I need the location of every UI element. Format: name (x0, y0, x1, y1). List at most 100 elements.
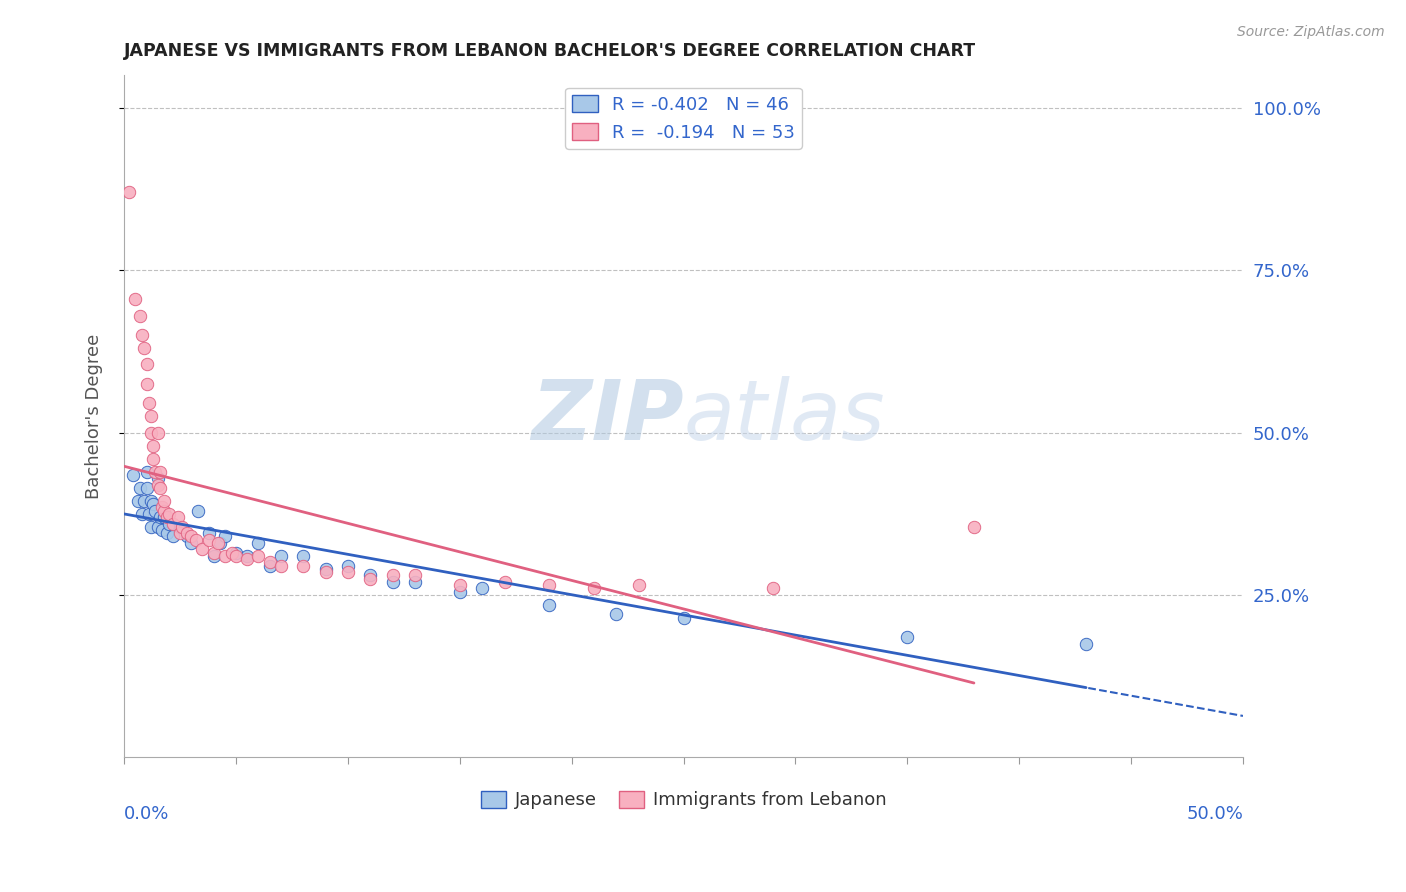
Point (315, 566, 337, 580)
Point (494, 574, 516, 589)
Point (157, 516, 180, 531)
Point (259, 558, 281, 573)
Point (449, 578, 471, 592)
Point (157, 507, 180, 521)
Point (138, 507, 160, 521)
Point (292, 549, 315, 563)
Text: atlas: atlas (683, 376, 886, 457)
Point (207, 536, 229, 550)
Point (150, 500, 173, 515)
Point (156, 510, 179, 524)
Point (221, 546, 243, 560)
Point (225, 546, 247, 560)
Point (131, 328, 153, 343)
Point (538, 578, 561, 592)
Text: Source: ZipAtlas.com: Source: ZipAtlas.com (1237, 25, 1385, 39)
Point (176, 526, 198, 541)
Point (963, 520, 986, 534)
Point (538, 598, 561, 612)
Point (449, 584, 471, 599)
Point (156, 526, 179, 541)
Point (214, 549, 236, 563)
Point (336, 558, 359, 573)
Point (627, 578, 650, 592)
Point (176, 529, 198, 543)
Point (134, 493, 156, 508)
Point (145, 465, 167, 479)
Point (131, 507, 153, 521)
Point (359, 572, 381, 586)
Point (122, 467, 145, 482)
Point (381, 568, 404, 582)
Point (149, 481, 172, 495)
Point (135, 481, 157, 495)
Text: ZIP: ZIP (531, 376, 683, 457)
Point (191, 542, 214, 557)
Point (139, 493, 162, 508)
Point (139, 520, 162, 534)
Point (146, 477, 169, 491)
Point (583, 582, 606, 596)
Point (162, 516, 184, 531)
Point (135, 465, 157, 479)
Point (270, 549, 292, 563)
Point (149, 465, 172, 479)
Point (236, 552, 259, 566)
Point (153, 493, 176, 508)
Point (198, 526, 221, 541)
Point (404, 568, 426, 582)
Point (404, 574, 426, 589)
Point (142, 438, 165, 452)
Point (292, 558, 315, 573)
Point (135, 357, 157, 371)
Point (896, 630, 918, 644)
Point (150, 523, 173, 537)
Point (315, 562, 337, 576)
Point (149, 510, 172, 524)
Text: 50.0%: 50.0% (1187, 805, 1243, 823)
Text: JAPANESE VS IMMIGRANTS FROM LEBANON BACHELOR'S DEGREE CORRELATION CHART: JAPANESE VS IMMIGRANTS FROM LEBANON BACH… (124, 42, 976, 60)
Point (209, 536, 232, 550)
Point (142, 497, 165, 511)
Point (202, 549, 225, 563)
Point (169, 526, 191, 541)
Point (153, 510, 176, 524)
Point (672, 611, 695, 625)
Point (471, 582, 494, 596)
Point (187, 503, 209, 517)
Point (180, 536, 202, 550)
Point (153, 503, 176, 517)
Point (1076, 637, 1098, 651)
Point (128, 309, 150, 323)
Point (166, 510, 188, 524)
Point (142, 451, 165, 466)
Point (138, 396, 160, 410)
Point (127, 493, 149, 508)
Y-axis label: Bachelor's Degree: Bachelor's Degree (86, 334, 103, 499)
Point (124, 293, 146, 307)
Point (381, 574, 404, 589)
Point (762, 582, 785, 596)
Point (225, 549, 247, 563)
Point (359, 568, 381, 582)
Point (162, 529, 184, 543)
Point (146, 520, 169, 534)
Point (117, 185, 139, 199)
Point (139, 409, 162, 424)
Point (202, 546, 225, 560)
Legend: R = -0.402   N = 46, R =  -0.194   N = 53: R = -0.402 N = 46, R = -0.194 N = 53 (565, 87, 801, 149)
Point (180, 529, 202, 543)
Point (146, 471, 169, 485)
Point (605, 607, 627, 622)
Point (247, 549, 270, 563)
Point (145, 503, 167, 517)
Text: 0.0%: 0.0% (124, 805, 170, 823)
Point (198, 533, 221, 547)
Point (336, 566, 359, 580)
Point (172, 520, 194, 534)
Point (135, 376, 157, 391)
Point (270, 558, 292, 573)
Point (259, 556, 281, 570)
Point (139, 425, 162, 440)
Point (169, 520, 191, 534)
